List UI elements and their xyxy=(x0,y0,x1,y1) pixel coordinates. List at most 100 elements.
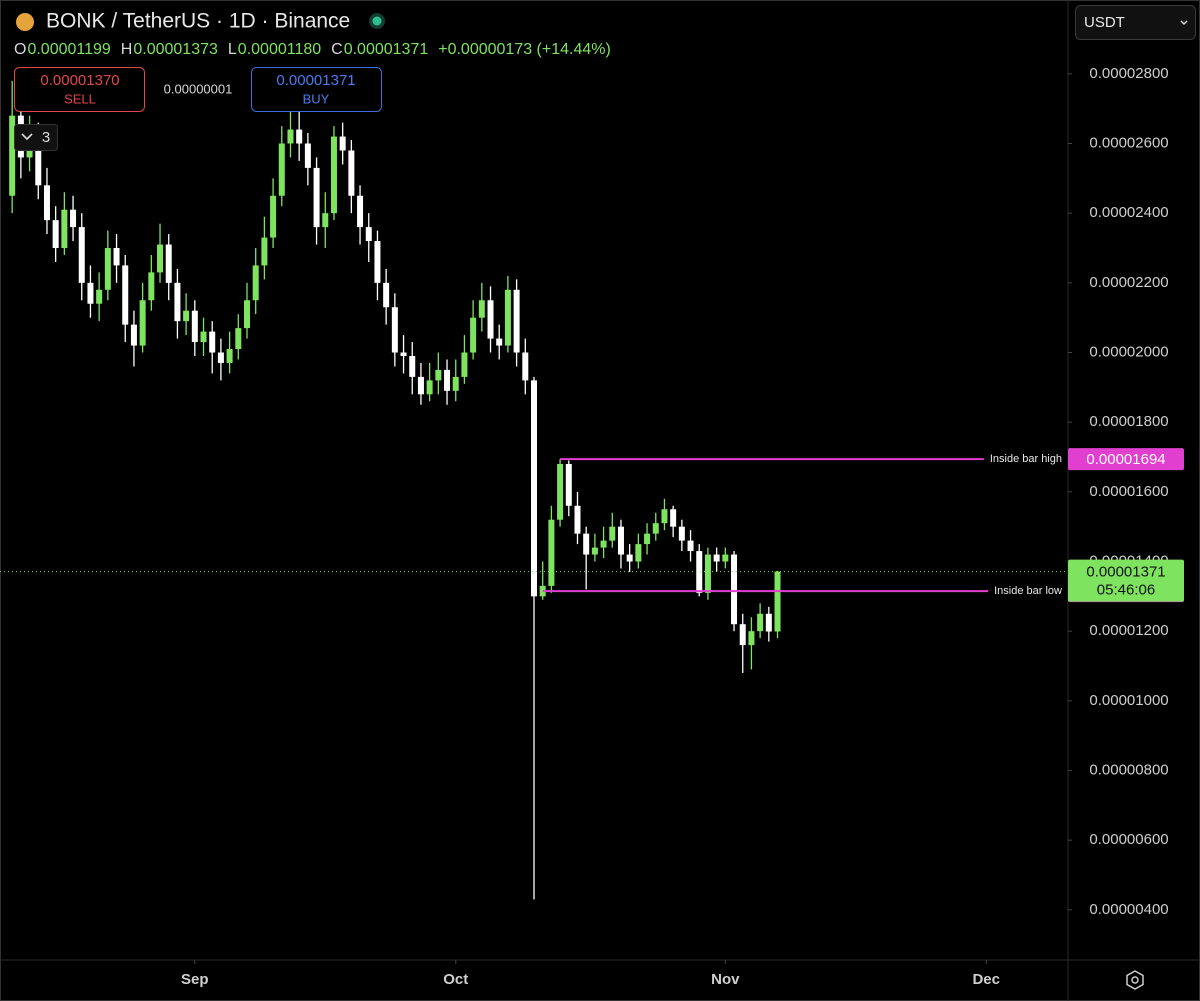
candle-body xyxy=(70,209,77,228)
candle-body xyxy=(261,237,268,266)
candle-body xyxy=(383,282,390,308)
candle-body xyxy=(487,300,494,339)
sell-price: 0.00001370 xyxy=(40,72,119,89)
candle-body xyxy=(148,272,155,301)
x-tick-label: Sep xyxy=(181,971,209,988)
level-price-tag xyxy=(1068,448,1184,471)
coin-icon xyxy=(16,13,34,31)
candle-body xyxy=(61,209,68,249)
y-tick-label: 0.00000600 xyxy=(1089,831,1168,848)
candle-body xyxy=(365,227,372,242)
candle-body xyxy=(296,129,303,144)
candle-body xyxy=(757,613,764,632)
countdown: 05:46:06 xyxy=(1097,582,1155,599)
y-tick-label: 0.00002200 xyxy=(1089,274,1168,291)
currency-label: USDT xyxy=(1084,14,1125,31)
candle-body xyxy=(35,136,42,186)
symbol-title[interactable]: BONK / TetherUS · 1D · Binance xyxy=(46,10,350,33)
candle-body xyxy=(739,624,746,646)
ohlc-change: +0.00000173 (+14.44%) xyxy=(438,41,611,58)
candle-body xyxy=(226,349,233,363)
candle-body xyxy=(313,167,320,228)
candle-body xyxy=(374,241,381,283)
x-tick-label: Oct xyxy=(443,971,468,988)
candle-body xyxy=(43,185,50,221)
settings-button[interactable] xyxy=(1126,970,1144,990)
dropdown-icon xyxy=(1180,20,1188,25)
ohlc-value: 0.00001199 xyxy=(27,41,110,58)
candle-body xyxy=(157,244,164,273)
candle-body xyxy=(531,380,537,597)
buy-label: BUY xyxy=(303,91,330,106)
candle-body xyxy=(330,136,337,214)
candle-body xyxy=(200,331,207,343)
candle-body xyxy=(557,463,564,520)
candle-body xyxy=(765,613,772,632)
buy-button[interactable] xyxy=(251,67,382,112)
candle-body xyxy=(322,213,329,228)
x-tick-label: Dec xyxy=(972,971,1000,988)
sell-button[interactable] xyxy=(14,67,145,112)
candle-body xyxy=(122,265,129,325)
y-tick-label: 0.00001000 xyxy=(1089,692,1168,709)
y-tick-label: 0.00002400 xyxy=(1089,204,1168,221)
candle-body xyxy=(617,526,624,555)
status-dot xyxy=(372,16,382,26)
candle-body xyxy=(278,143,285,196)
last-price-tag xyxy=(1068,559,1184,602)
indicator-count: 3 xyxy=(42,129,50,146)
candle-body xyxy=(357,195,364,228)
candle-body xyxy=(731,554,738,625)
indicator-toggle[interactable] xyxy=(14,124,58,151)
candle-body xyxy=(774,571,781,632)
candle-body xyxy=(78,227,85,283)
candle-body xyxy=(565,463,572,506)
settings-icon-center xyxy=(1131,976,1139,984)
candle-body xyxy=(513,289,520,353)
candle-body xyxy=(626,554,633,562)
ohlc-key: O xyxy=(14,41,26,58)
ohlc-value: 0.00001371 xyxy=(344,41,429,58)
candle-body xyxy=(400,352,407,356)
candle-body xyxy=(113,248,120,266)
ohlc-legend: O 0.00001199 H 0.00001373 L 0.00001180 C 0.0000… xyxy=(14,41,611,58)
candle-body xyxy=(548,519,555,586)
candle-body xyxy=(391,307,398,353)
candle-body xyxy=(452,376,459,391)
ohlc-key: H xyxy=(121,41,133,58)
candle-body xyxy=(591,547,598,555)
candle-body xyxy=(96,289,103,304)
candle-body xyxy=(504,289,511,346)
candle-body xyxy=(87,282,94,304)
candle-body xyxy=(470,317,477,353)
candle-body xyxy=(426,380,433,395)
buy-price: 0.00001371 xyxy=(276,72,355,89)
candle-body xyxy=(704,554,711,593)
y-tick-label: 0.00002000 xyxy=(1089,343,1168,360)
candle-body xyxy=(243,300,250,329)
level-name: Inside bar high xyxy=(990,453,1062,465)
candle-body xyxy=(609,526,616,541)
candle-body xyxy=(217,352,224,363)
candle-body xyxy=(444,369,451,391)
candle-body xyxy=(409,355,416,377)
ohlc-key: C xyxy=(331,41,343,58)
candle-body xyxy=(139,300,146,346)
candle-body xyxy=(713,554,720,562)
chevron-icon xyxy=(21,133,33,141)
currency-select[interactable] xyxy=(1075,5,1196,40)
ohlc-value: 0.00001180 xyxy=(238,41,321,58)
candle-body xyxy=(52,220,59,249)
candle-body xyxy=(600,540,607,548)
candle-body xyxy=(635,544,642,562)
candle-body xyxy=(287,129,294,144)
candle-body xyxy=(339,136,346,151)
candle-body xyxy=(574,505,581,534)
candle-body xyxy=(583,533,590,555)
y-tick-label: 0.00002800 xyxy=(1089,65,1168,82)
candle-body xyxy=(678,526,685,541)
level-price-label: 0.00001694 xyxy=(1086,451,1165,468)
candle-body xyxy=(435,369,442,381)
candle-body xyxy=(209,331,216,353)
